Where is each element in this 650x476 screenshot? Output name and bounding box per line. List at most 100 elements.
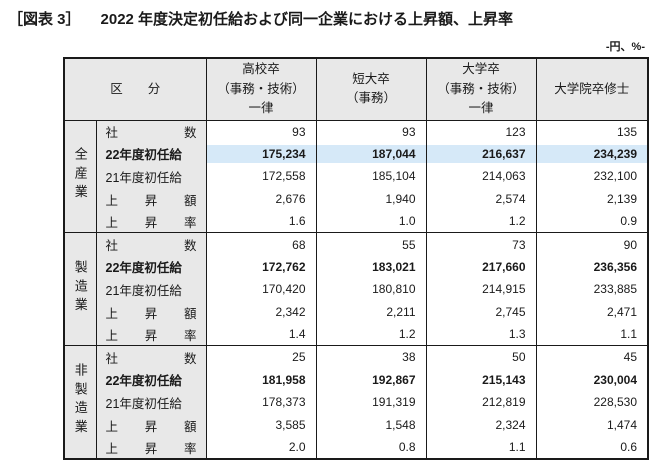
- cell-value: 214,915: [425, 278, 537, 301]
- row-label: 社数: [95, 345, 207, 369]
- cell-value: 2,574: [425, 187, 537, 211]
- cell-value: 228,530: [535, 391, 649, 414]
- cell-value: 1,940: [315, 187, 427, 211]
- cell-value: 183,021: [315, 255, 427, 279]
- table-row: 上昇率 2.0 0.8 1.1 0.6: [64, 436, 649, 459]
- page-header: ［図表 3］ 2022 年度決定初任給および同一企業における上昇額、上昇率: [0, 0, 650, 29]
- table-row: 製造業 社数 68 55 73 90: [64, 232, 649, 346]
- cell-value: 2,745: [425, 300, 537, 324]
- cell-value: 180,810: [315, 278, 427, 301]
- table-area: -円、%- 区 分 高校卒 （事務・技術） 一律 短大卒 （事務） 大学卒 （事…: [63, 38, 650, 460]
- cell-value: 232,100: [535, 165, 649, 188]
- column-header-highschool: 高校卒 （事務・技術） 一律: [205, 58, 317, 121]
- group-non-manufacturing: 非製造業 社数 25 38 50 45 22年度初任給 181,958 192,…: [64, 345, 649, 459]
- table-row: 上昇額 3,585 1,548 2,324 1,474: [64, 413, 649, 437]
- cell-value: 1.1: [425, 436, 537, 459]
- column-header-juniorcollege: 短大卒 （事務）: [315, 58, 427, 121]
- cell-value: 1.6: [205, 210, 317, 233]
- table-row: 上昇率 1.6 1.0 1.2 0.9: [64, 210, 649, 233]
- cell-value: 2,676: [205, 187, 317, 211]
- cell-value: 93: [205, 120, 317, 143]
- cell-value: 2,342: [205, 300, 317, 324]
- cell-value: 216,637: [425, 142, 537, 166]
- cell-value: 1,474: [535, 413, 649, 437]
- figure-tag: ［図表 3］: [8, 11, 81, 28]
- row-label: 上昇額: [95, 300, 207, 324]
- cell-value: 2,471: [535, 300, 649, 324]
- table-row: 21年度初任給 178,373 191,319 212,819 228,530: [64, 391, 649, 414]
- table-row: 全産業 社数 93 93 123 135: [64, 120, 649, 233]
- cell-value: 191,319: [315, 391, 427, 414]
- cell-value: 170,420: [205, 278, 317, 301]
- cell-value: 25: [205, 345, 317, 369]
- group-label: 全産業: [64, 120, 96, 233]
- row-label: 22年度初任給: [95, 142, 207, 166]
- table-row: 22年度初任給 181,958 192,867 215,143 230,004: [64, 368, 649, 392]
- cell-value: 215,143: [425, 368, 537, 392]
- cell-value: 217,660: [425, 255, 537, 279]
- row-label: 22年度初任給: [95, 368, 207, 392]
- cell-value: 38: [315, 345, 427, 369]
- cell-value: 185,104: [315, 165, 427, 188]
- row-label: 上昇率: [95, 436, 207, 459]
- cell-value: 175,234: [205, 142, 317, 166]
- cell-value: 0.8: [315, 436, 427, 459]
- cell-value: 90: [535, 232, 649, 256]
- cell-value: 178,373: [205, 391, 317, 414]
- cell-value: 1.4: [205, 323, 317, 346]
- corner-header: 区 分: [64, 58, 207, 121]
- page-title: 2022 年度決定初任給および同一企業における上昇額、上昇率: [100, 11, 514, 28]
- cell-value: 172,762: [205, 255, 317, 279]
- cell-value: 172,558: [205, 165, 317, 188]
- cell-value: 181,958: [205, 368, 317, 392]
- table-row: 上昇額 2,342 2,211 2,745 2,471: [64, 300, 649, 324]
- row-label: 社数: [95, 120, 207, 143]
- table-row: 上昇率 1.4 1.2 1.3 1.1: [64, 323, 649, 346]
- table-row: 21年度初任給 172,558 185,104 214,063 232,100: [64, 165, 649, 188]
- table-row: 22年度初任給 172,762 183,021 217,660 236,356: [64, 255, 649, 279]
- cell-value: 234,239: [535, 142, 649, 166]
- row-label: 上昇額: [95, 413, 207, 437]
- group-manufacturing: 製造業 社数 68 55 73 90 22年度初任給 172,762 183,0…: [64, 232, 649, 346]
- row-label: 21年度初任給: [95, 165, 207, 188]
- cell-value: 1.0: [315, 210, 427, 233]
- row-label: 上昇率: [95, 210, 207, 233]
- cell-value: 45: [535, 345, 649, 369]
- row-label: 社数: [95, 232, 207, 256]
- group-label: 製造業: [64, 232, 96, 346]
- cell-value: 230,004: [535, 368, 649, 392]
- salary-table: 区 分 高校卒 （事務・技術） 一律 短大卒 （事務） 大学卒 （事務・技術） …: [63, 57, 650, 460]
- cell-value: 212,819: [425, 391, 537, 414]
- cell-value: 3,585: [205, 413, 317, 437]
- cell-value: 187,044: [315, 142, 427, 166]
- row-label: 21年度初任給: [95, 278, 207, 301]
- cell-value: 1,548: [315, 413, 427, 437]
- cell-value: 2,211: [315, 300, 427, 324]
- header-row: 区 分 高校卒 （事務・技術） 一律 短大卒 （事務） 大学卒 （事務・技術） …: [64, 58, 649, 121]
- cell-value: 123: [425, 120, 537, 143]
- cell-value: 214,063: [425, 165, 537, 188]
- row-label: 上昇額: [95, 187, 207, 211]
- unit-note: -円、%-: [605, 41, 645, 53]
- cell-value: 2.0: [205, 436, 317, 459]
- cell-value: 233,885: [535, 278, 649, 301]
- cell-value: 68: [205, 232, 317, 256]
- table-header: 区 分 高校卒 （事務・技術） 一律 短大卒 （事務） 大学卒 （事務・技術） …: [64, 58, 649, 121]
- row-label: 上昇率: [95, 323, 207, 346]
- cell-value: 1.2: [315, 323, 427, 346]
- cell-value: 93: [315, 120, 427, 143]
- row-label: 22年度初任給: [95, 255, 207, 279]
- cell-value: 50: [425, 345, 537, 369]
- cell-value: 1.3: [425, 323, 537, 346]
- table-row: 22年度初任給 175,234 187,044 216,637 234,239: [64, 142, 649, 166]
- cell-value: 2,139: [535, 187, 649, 211]
- row-label: 21年度初任給: [95, 391, 207, 414]
- table-row: 非製造業 社数 25 38 50 45: [64, 345, 649, 459]
- cell-value: 55: [315, 232, 427, 256]
- cell-value: 1.2: [425, 210, 537, 233]
- group-label: 非製造業: [64, 345, 96, 459]
- column-header-university: 大学卒 （事務・技術） 一律: [425, 58, 537, 121]
- table-row: 21年度初任給 170,420 180,810 214,915 233,885: [64, 278, 649, 301]
- table-row: 上昇額 2,676 1,940 2,574 2,139: [64, 187, 649, 211]
- cell-value: 192,867: [315, 368, 427, 392]
